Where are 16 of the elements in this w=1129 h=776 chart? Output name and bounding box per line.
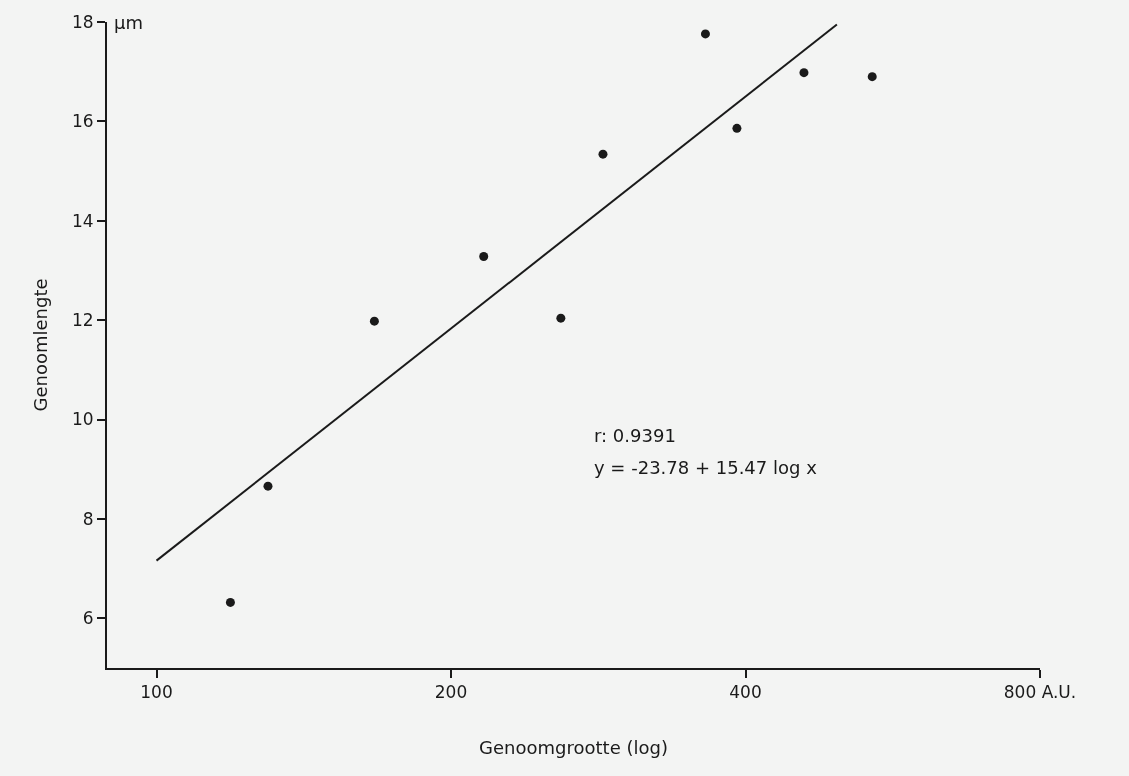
y-axis-title: Genoomlengte bbox=[29, 278, 51, 412]
annotation: r: 0.9391 bbox=[594, 425, 676, 446]
x-tick-label: 200 bbox=[434, 682, 468, 703]
x-axis-title: Genoomgrootte (log) bbox=[479, 737, 668, 758]
y-tick-label: 14 bbox=[71, 210, 94, 231]
y-tick-label: 12 bbox=[71, 310, 94, 331]
y-tick-label: 8 bbox=[82, 508, 94, 529]
x-tick-label: 800 A.U. bbox=[1003, 682, 1077, 703]
annotation: y = -23.78 + 15.47 log x bbox=[594, 457, 818, 478]
y-tick-label: 18 bbox=[71, 11, 94, 32]
y-tick-label: 10 bbox=[71, 409, 94, 430]
y-tick-label: 16 bbox=[71, 111, 94, 132]
x-tick-label: 100 bbox=[140, 682, 173, 703]
x-tick-label: 400 bbox=[729, 682, 762, 703]
y-tick-label: 6 bbox=[82, 608, 94, 629]
annotation: µm bbox=[114, 12, 143, 33]
